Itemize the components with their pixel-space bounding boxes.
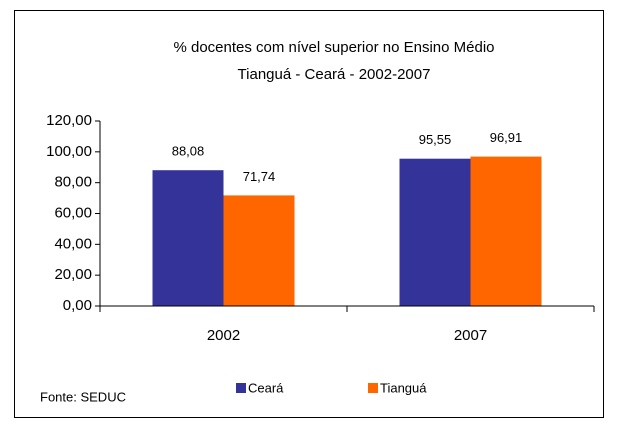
y-tick-label: 80,00: [54, 174, 92, 191]
chart-subtitle: Tianguá - Ceará - 2002-2007: [238, 66, 431, 83]
source-note: Fonte: SEDUC: [40, 389, 126, 404]
legend-label: Tianguá: [380, 380, 427, 395]
y-tick-label: 120,00: [46, 112, 92, 129]
value-label: 96,91: [490, 130, 523, 145]
x-tick-label: 2007: [454, 327, 487, 344]
y-tick-label: 60,00: [54, 204, 92, 221]
chart-title: % docentes com nível superior no Ensino …: [173, 39, 494, 56]
legend-label: Ceará: [248, 380, 284, 395]
bar: [399, 158, 471, 306]
value-label: 88,08: [172, 144, 205, 159]
value-label: 71,74: [243, 169, 276, 184]
y-tick-label: 0,00: [63, 297, 92, 314]
bar: [152, 170, 224, 306]
bar: [470, 156, 542, 306]
value-label: 95,55: [419, 132, 452, 147]
y-tick-label: 20,00: [54, 266, 92, 283]
x-tick-label: 2002: [207, 327, 240, 344]
y-tick-label: 40,00: [54, 235, 92, 252]
legend-swatch: [368, 383, 378, 393]
y-tick-label: 100,00: [46, 143, 92, 160]
bar: [223, 195, 295, 306]
legend-swatch: [236, 383, 246, 393]
